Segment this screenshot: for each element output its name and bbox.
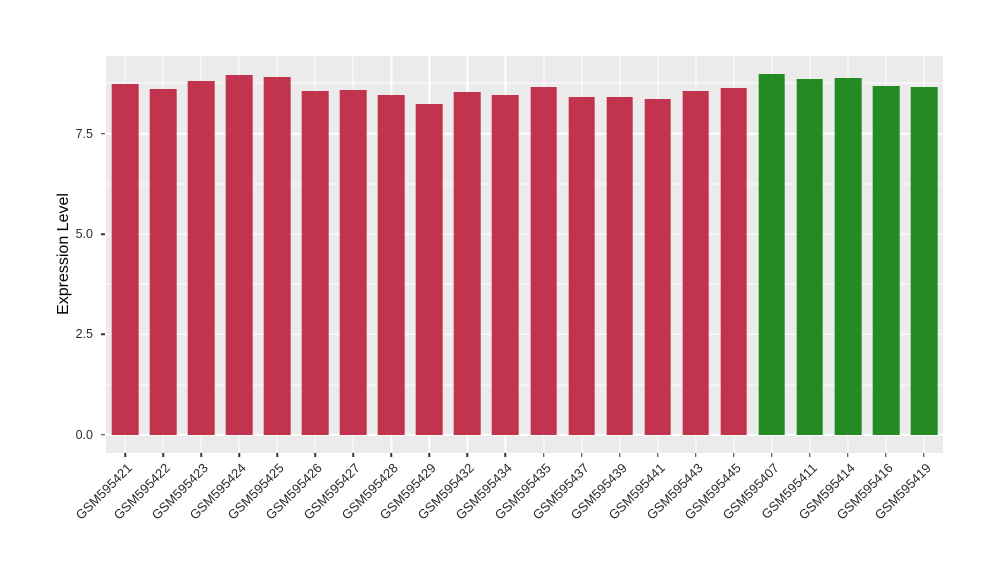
x-tick-mark bbox=[276, 453, 278, 457]
x-tick-mark bbox=[200, 453, 202, 457]
y-tick-label: 5.0 bbox=[75, 226, 93, 241]
x-tick-mark bbox=[694, 453, 697, 457]
bar-GSM595429 bbox=[416, 104, 443, 435]
x-tick-mark bbox=[885, 453, 887, 457]
bar-GSM595428 bbox=[378, 95, 405, 435]
bar-GSM595441 bbox=[644, 98, 671, 435]
bar-GSM595426 bbox=[301, 90, 329, 435]
bar-GSM595416 bbox=[872, 85, 900, 435]
x-tick-mark bbox=[847, 453, 849, 457]
gridline-major bbox=[106, 434, 943, 436]
x-tick-mark bbox=[504, 453, 507, 457]
bar-GSM595434 bbox=[492, 95, 519, 435]
y-tick-mark bbox=[101, 333, 105, 336]
bar-GSM595427 bbox=[339, 89, 367, 435]
bar-GSM595439 bbox=[606, 97, 633, 435]
x-tick-mark bbox=[580, 453, 583, 457]
bar-GSM595425 bbox=[263, 77, 291, 435]
bar-GSM595411 bbox=[796, 79, 824, 435]
bar-GSM595422 bbox=[149, 88, 177, 435]
bar-GSM595445 bbox=[720, 87, 748, 435]
x-axis: GSM595421 GSM595422 GSM595423 GSM595424 GSM5… bbox=[73, 453, 943, 580]
y-tick-label: 7.5 bbox=[75, 126, 93, 141]
x-tick-mark bbox=[809, 453, 811, 457]
x-tick-mark bbox=[124, 453, 126, 457]
x-tick-mark bbox=[542, 453, 545, 457]
bar-GSM595443 bbox=[682, 91, 710, 435]
bar-GSM595419 bbox=[910, 86, 938, 435]
gridline-major bbox=[106, 132, 943, 135]
bar-GSM595424 bbox=[225, 74, 253, 435]
gridline-major bbox=[106, 333, 943, 336]
bar-GSM595414 bbox=[834, 78, 862, 435]
bar-GSM595437 bbox=[568, 97, 595, 435]
y-axis: 0.0 2.5 5.0 7.5 bbox=[0, 56, 106, 453]
x-tick-mark bbox=[923, 453, 925, 457]
x-tick-mark bbox=[238, 453, 240, 457]
x-tick-mark bbox=[390, 453, 393, 457]
x-tick-mark bbox=[428, 453, 431, 457]
bar-GSM595435 bbox=[530, 87, 557, 435]
x-tick-mark bbox=[771, 453, 773, 457]
x-tick-mark bbox=[162, 453, 164, 457]
y-tick-mark bbox=[101, 434, 105, 436]
plot-panel bbox=[106, 56, 943, 453]
x-tick-mark bbox=[466, 453, 469, 457]
gridline-minor bbox=[106, 384, 943, 386]
gridline-minor bbox=[106, 82, 943, 84]
x-tick-mark bbox=[733, 453, 735, 457]
x-tick-mark bbox=[352, 453, 355, 457]
y-tick-mark bbox=[101, 132, 105, 135]
gridline-major bbox=[106, 233, 943, 235]
bar-GSM595407 bbox=[758, 74, 786, 435]
gridline-minor bbox=[106, 183, 943, 185]
gridline-minor bbox=[106, 283, 943, 285]
bar-GSM595421 bbox=[111, 84, 139, 435]
y-tick-mark bbox=[101, 233, 105, 235]
bar-GSM595432 bbox=[454, 91, 481, 435]
x-tick-mark bbox=[314, 453, 316, 457]
x-tick-mark bbox=[618, 453, 621, 457]
bar-GSM595423 bbox=[187, 80, 215, 435]
x-tick-mark bbox=[656, 453, 659, 457]
y-tick-label: 0.0 bbox=[75, 427, 93, 442]
y-tick-label: 2.5 bbox=[75, 327, 93, 342]
